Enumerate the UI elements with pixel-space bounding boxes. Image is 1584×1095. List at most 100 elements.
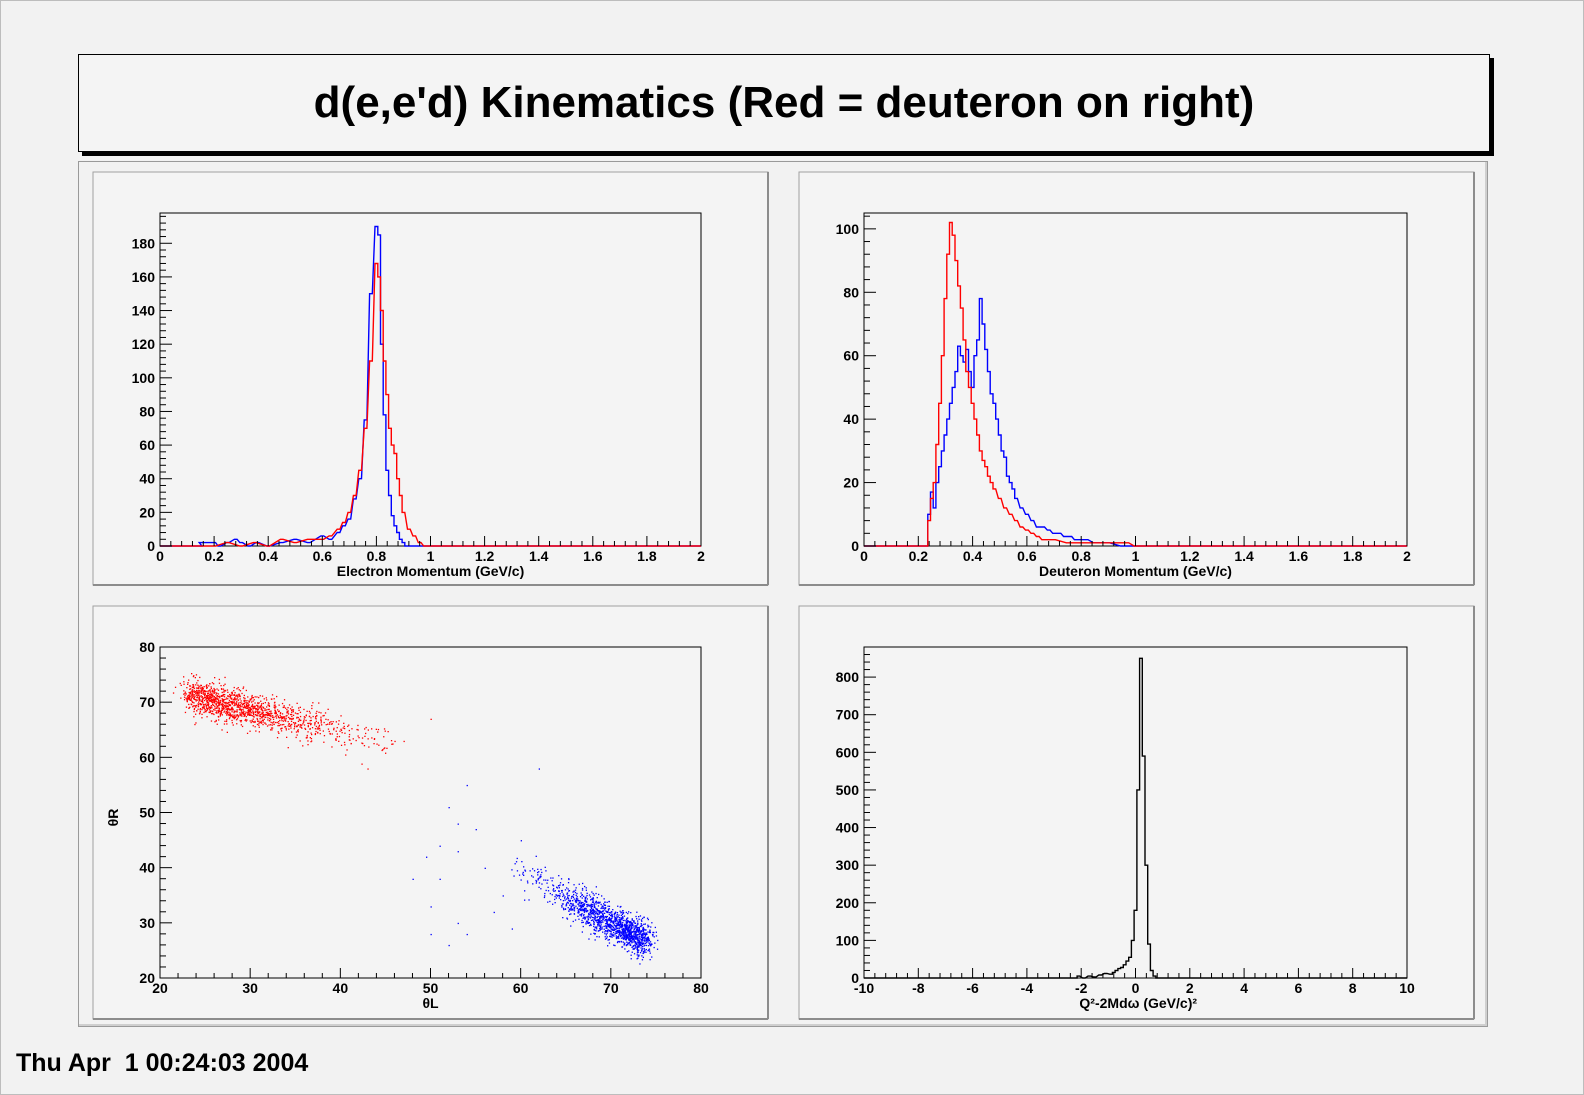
scatter-point bbox=[643, 951, 645, 953]
scatter-point bbox=[310, 741, 312, 743]
scatter-point bbox=[206, 716, 208, 718]
scatter-point bbox=[466, 784, 468, 787]
scatter-point bbox=[645, 929, 647, 931]
scatter-point bbox=[283, 718, 285, 720]
scatter-point bbox=[215, 707, 217, 709]
scatter-point bbox=[589, 909, 591, 911]
x-tick-label: 0.6 bbox=[1017, 548, 1037, 564]
scatter-point bbox=[625, 944, 628, 947]
scatter-point bbox=[267, 717, 269, 719]
scatter-point bbox=[199, 703, 201, 705]
scatter-point bbox=[279, 719, 281, 722]
scatter-point bbox=[234, 710, 236, 712]
scatter-point bbox=[602, 921, 604, 923]
scatter-point bbox=[221, 695, 223, 697]
scatter-point bbox=[307, 725, 309, 727]
scatter-point bbox=[582, 902, 584, 904]
scatter-point bbox=[581, 904, 584, 906]
scatter-point bbox=[563, 909, 565, 911]
scatter-point bbox=[256, 711, 258, 713]
scatter-point bbox=[591, 891, 593, 893]
scatter-point bbox=[241, 704, 243, 706]
scatter-point bbox=[639, 932, 641, 935]
scatter-point bbox=[351, 728, 353, 730]
scatter-point bbox=[277, 721, 280, 723]
scatter-point bbox=[237, 702, 240, 704]
scatter-point bbox=[302, 745, 304, 747]
scatter-point bbox=[597, 910, 599, 912]
scatter-point bbox=[308, 715, 311, 717]
x-tick-label: 80 bbox=[693, 980, 709, 996]
scatter-point bbox=[602, 911, 604, 913]
scatter-point bbox=[585, 901, 587, 903]
scatter-point bbox=[229, 704, 231, 706]
scatter-point bbox=[290, 727, 292, 729]
scatter-point bbox=[204, 694, 206, 697]
scatter-point bbox=[236, 711, 238, 713]
scatter-point bbox=[275, 715, 277, 718]
scatter-point bbox=[253, 707, 255, 709]
scatter-point bbox=[566, 918, 569, 920]
scatter-point bbox=[213, 700, 216, 702]
scatter-point bbox=[637, 945, 639, 948]
scatter-point bbox=[188, 695, 191, 697]
scatter-point bbox=[241, 706, 243, 708]
scatter-point bbox=[260, 722, 263, 724]
scatter-point bbox=[625, 935, 628, 937]
scatter-point bbox=[567, 882, 570, 884]
scatter-point bbox=[601, 905, 603, 907]
scatter-point bbox=[616, 927, 619, 930]
scatter-point bbox=[368, 746, 370, 748]
scatter-point bbox=[278, 724, 280, 727]
scatter-point bbox=[233, 704, 235, 707]
scatter-point bbox=[565, 905, 567, 907]
scatter-point bbox=[248, 707, 250, 709]
scatter-point bbox=[594, 939, 596, 941]
scatter-point bbox=[623, 943, 625, 945]
scatter-point bbox=[233, 701, 235, 704]
scatter-point bbox=[639, 942, 641, 944]
scatter-point bbox=[355, 739, 357, 742]
scatter-point bbox=[198, 688, 200, 690]
scatter-point bbox=[286, 710, 288, 713]
scatter-point bbox=[621, 931, 624, 933]
y-tick-label: 180 bbox=[132, 235, 156, 251]
scatter-point bbox=[607, 911, 609, 914]
scatter-point bbox=[207, 697, 210, 699]
scatter-point bbox=[550, 877, 552, 879]
scatter-point bbox=[587, 917, 589, 919]
scatter-point bbox=[245, 701, 247, 703]
scatter-point bbox=[594, 927, 596, 929]
scatter-point bbox=[214, 677, 216, 679]
scatter-point bbox=[575, 887, 577, 889]
scatter-point bbox=[270, 727, 273, 729]
scatter-point bbox=[571, 895, 573, 898]
scatter-point bbox=[243, 697, 245, 699]
scatter-point bbox=[223, 702, 225, 704]
scatter-point bbox=[275, 715, 277, 717]
scatter-point bbox=[309, 712, 311, 714]
scatter-point bbox=[625, 939, 627, 941]
scatter-point bbox=[633, 921, 635, 923]
scatter-point bbox=[209, 696, 212, 698]
scatter-point bbox=[621, 933, 623, 935]
scatter-point bbox=[587, 903, 589, 906]
scatter-point bbox=[596, 926, 598, 928]
scatter-point bbox=[235, 711, 237, 713]
scatter-point bbox=[226, 710, 228, 712]
scatter-point bbox=[188, 698, 190, 700]
scatter-point bbox=[184, 691, 187, 693]
scatter-point bbox=[598, 924, 600, 926]
scatter-point bbox=[457, 851, 459, 853]
scatter-point bbox=[618, 933, 621, 935]
scatter-point bbox=[636, 930, 638, 932]
scatter-point bbox=[641, 917, 644, 920]
scatter-point bbox=[572, 900, 574, 902]
y-tick-label: 20 bbox=[139, 504, 155, 520]
scatter-point bbox=[183, 696, 186, 698]
scatter-point bbox=[272, 718, 275, 720]
scatter-point bbox=[229, 697, 232, 699]
scatter-point bbox=[650, 944, 652, 946]
scatter-point bbox=[261, 712, 263, 714]
